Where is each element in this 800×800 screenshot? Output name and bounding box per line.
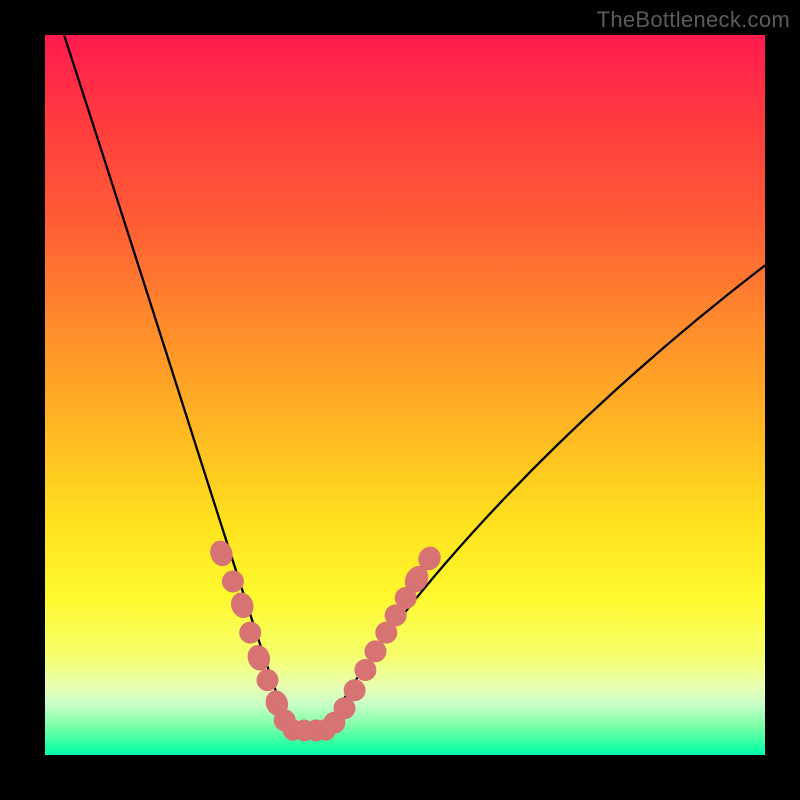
watermark-text: TheBottleneck.com [597, 7, 790, 33]
plot-background [45, 35, 765, 755]
bottleneck-chart [0, 0, 800, 800]
